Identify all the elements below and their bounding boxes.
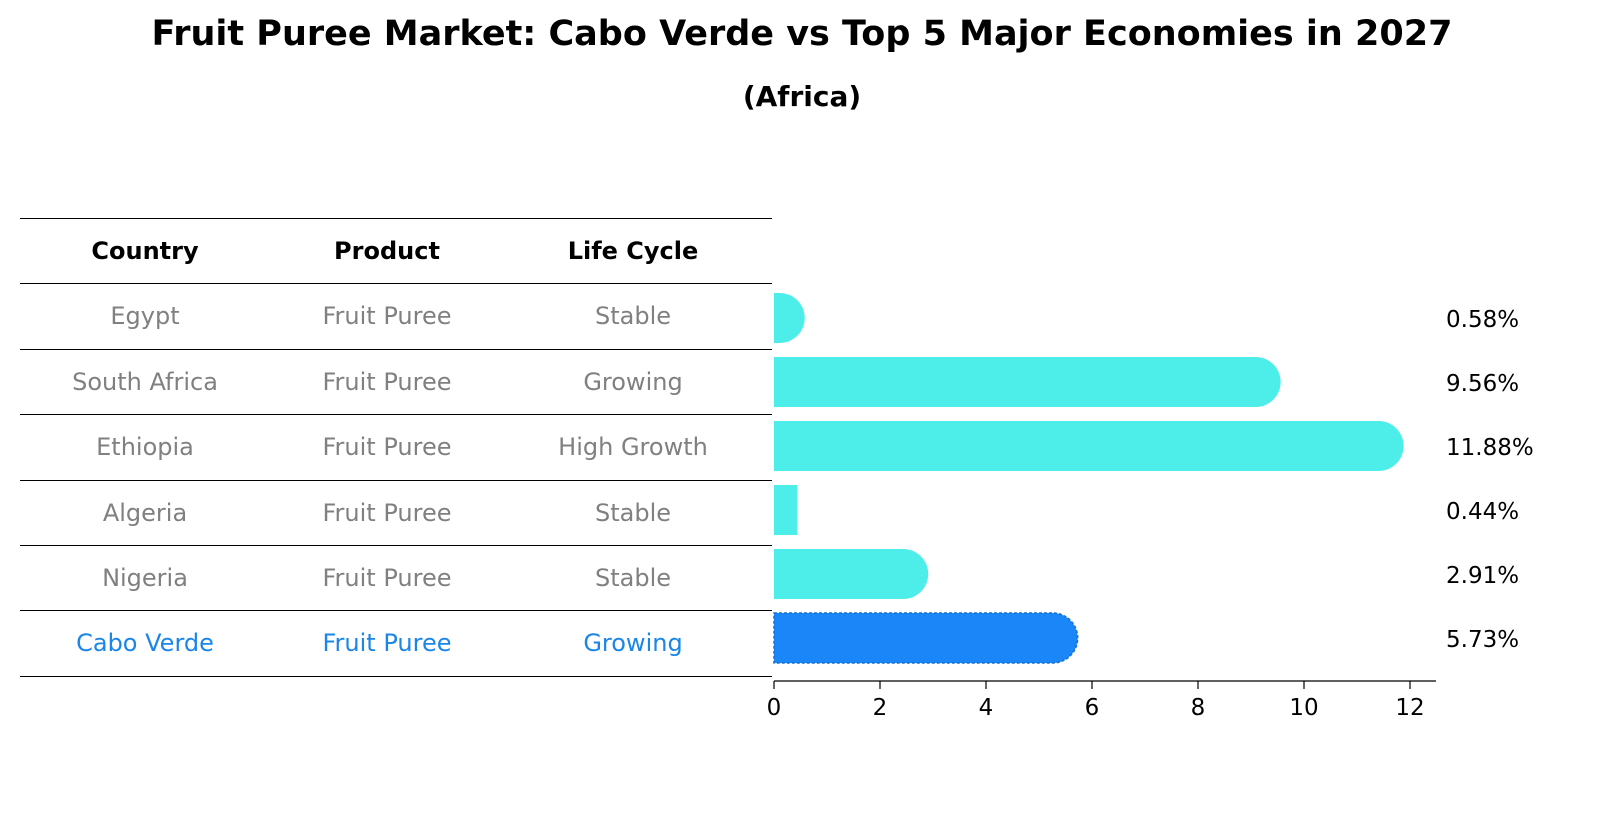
bar xyxy=(774,357,1281,407)
table-cell-life-cycle: Stable xyxy=(594,498,672,527)
header-life-cycle: Life Cycle xyxy=(567,237,699,265)
x-tick-label: 6 xyxy=(1085,695,1100,721)
table-cell-product: Fruit Puree xyxy=(322,498,452,527)
table-divider xyxy=(20,283,772,285)
bar xyxy=(773,612,1079,664)
table-cell-country: Egypt xyxy=(110,302,180,331)
table-cell-country: Cabo Verde xyxy=(76,629,214,658)
chart-subtitle: (Africa) xyxy=(742,80,862,113)
table-cell-product: Fruit Puree xyxy=(322,564,452,592)
table-divider xyxy=(20,218,772,219)
table-cell-product: Fruit Puree xyxy=(322,629,452,658)
x-tick-label: 12 xyxy=(1395,695,1424,721)
bar-value-label: 5.73% xyxy=(1446,627,1519,653)
bar xyxy=(774,421,1404,471)
bar xyxy=(774,485,798,535)
table-cell-country: Ethiopia xyxy=(96,433,194,462)
table-divider xyxy=(20,545,772,546)
table-cell-life-cycle: Stable xyxy=(594,564,672,592)
x-tick-label: 4 xyxy=(979,695,994,721)
bar-value-label: 11.88% xyxy=(1446,435,1534,461)
table-cell-product: Fruit Puree xyxy=(322,433,452,462)
chart-title: Fruit Puree Market: Cabo Verde vs Top 5 … xyxy=(151,14,1453,54)
x-tick-label: 2 xyxy=(873,695,888,721)
table-cell-life-cycle: Stable xyxy=(594,302,672,331)
table-cell-life-cycle: Growing xyxy=(583,367,683,396)
table-divider xyxy=(20,610,772,612)
table-divider xyxy=(20,675,772,677)
x-tick-label: 8 xyxy=(1191,695,1206,721)
table-divider xyxy=(20,414,772,416)
table-cell-life-cycle: Growing xyxy=(583,629,683,658)
bar-value-label: 2.91% xyxy=(1446,563,1519,589)
x-tick-label: 10 xyxy=(1289,695,1318,721)
bar-value-label: 9.56% xyxy=(1446,371,1519,397)
table-divider xyxy=(20,348,772,350)
bar-value-label: 0.44% xyxy=(1446,499,1519,525)
table-divider xyxy=(20,479,772,481)
bar xyxy=(774,293,805,343)
bar xyxy=(774,549,929,599)
bar-value-label: 0.58% xyxy=(1446,307,1519,333)
table-cell-country: Nigeria xyxy=(102,564,188,592)
table-cell-country: South Africa xyxy=(72,367,218,396)
table-cell-life-cycle: High Growth xyxy=(558,433,708,462)
header-product: Product xyxy=(334,237,440,265)
table-cell-product: Fruit Puree xyxy=(322,367,452,396)
x-tick-label: 0 xyxy=(767,695,782,721)
table-cell-country: Algeria xyxy=(102,498,188,527)
header-country: Country xyxy=(91,237,199,265)
table-cell-product: Fruit Puree xyxy=(322,302,452,331)
